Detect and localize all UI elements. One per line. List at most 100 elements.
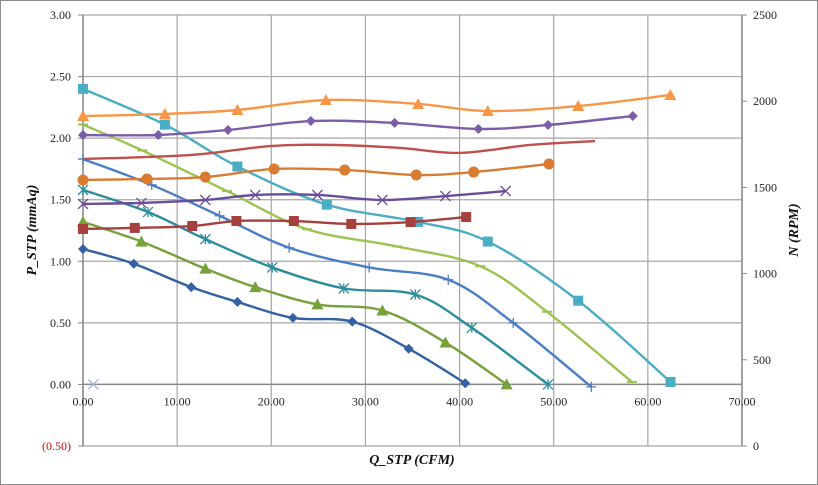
asterisk-marker — [266, 261, 278, 273]
square-marker — [573, 295, 584, 306]
triangle-marker — [376, 304, 389, 316]
x-marker — [77, 198, 89, 210]
asterisk-marker — [466, 322, 478, 334]
triangle-marker — [158, 107, 171, 119]
asterisk-marker — [542, 378, 554, 390]
diamond-marker — [543, 119, 554, 130]
circle-marker — [410, 169, 422, 181]
series-n2 — [77, 185, 512, 210]
triangle-marker — [572, 100, 585, 112]
series-line — [82, 189, 506, 206]
square-marker — [78, 223, 88, 234]
series-p3 — [77, 184, 554, 390]
circle-marker — [339, 164, 351, 176]
y-tick-label: 2.00 — [50, 131, 71, 145]
asterisk-marker — [409, 289, 421, 300]
plus-marker — [508, 317, 519, 328]
series-line — [82, 220, 508, 386]
series-line — [82, 139, 596, 161]
diamond-marker — [128, 258, 139, 269]
x-marker — [376, 194, 388, 206]
x-tick-label: 70.00 — [729, 394, 756, 408]
square-marker — [232, 161, 243, 172]
circle-marker — [468, 166, 480, 178]
asterisk-marker — [77, 184, 89, 196]
diamond-marker — [473, 123, 484, 134]
series-n5 — [78, 111, 638, 140]
x-axis-title: Q_STP (CFM) — [369, 453, 454, 468]
plus-marker — [443, 274, 454, 285]
x-tick-label: 60.00 — [634, 394, 661, 408]
triangle-marker — [664, 88, 677, 100]
series-n6 — [77, 88, 677, 122]
triangle-marker — [311, 298, 324, 310]
diamond-marker — [232, 296, 243, 307]
square-marker — [346, 218, 357, 229]
asterisk-marker — [199, 233, 211, 245]
square-marker — [405, 217, 416, 228]
x-marker — [311, 189, 323, 201]
diamond-marker — [305, 116, 316, 127]
square-marker — [288, 216, 299, 227]
x-marker — [87, 378, 99, 390]
x-marker — [439, 190, 451, 202]
triangle-marker — [412, 97, 425, 109]
plus-marker — [284, 242, 295, 253]
triangle-marker — [500, 378, 513, 390]
series-group — [77, 83, 677, 392]
x-tick-label: 10.00 — [164, 394, 191, 408]
diamond-marker — [403, 343, 414, 354]
plus-marker — [364, 262, 375, 273]
asterisk-marker — [338, 282, 350, 294]
y2-tick-label: 0 — [753, 439, 759, 453]
series-p4 — [78, 154, 597, 392]
plus-marker — [214, 210, 225, 221]
y-tick-label: 0.00 — [50, 377, 71, 391]
triangle-marker — [249, 281, 262, 293]
diamond-marker — [186, 282, 197, 293]
x-marker — [249, 189, 261, 201]
diamond-marker — [78, 129, 88, 140]
circle-marker — [199, 171, 211, 183]
x-tick-label: 40.00 — [446, 394, 473, 408]
y2-tick-label: 2500 — [753, 8, 777, 22]
y-tick-label: (0.50) — [42, 439, 71, 453]
square-marker — [129, 222, 140, 233]
square-marker — [321, 199, 332, 210]
diamond-marker — [78, 243, 88, 254]
circle-marker — [141, 173, 153, 185]
x-marker — [500, 185, 512, 197]
y-tick-label: 2.50 — [50, 70, 71, 84]
square-marker — [231, 216, 242, 227]
diamond-marker — [627, 111, 638, 122]
square-marker — [665, 376, 676, 387]
y2-tick-label: 2000 — [753, 94, 777, 108]
diamond-marker — [389, 117, 400, 128]
square-marker — [482, 236, 493, 247]
x-tick-label: 30.00 — [352, 394, 379, 408]
x-tick-label: 50.00 — [540, 394, 567, 408]
triangle-marker — [135, 235, 148, 247]
square-marker — [187, 221, 198, 232]
triangle-marker — [319, 93, 332, 105]
x-tick-label: 0.00 — [73, 394, 94, 408]
y2-tick-label: 1000 — [753, 267, 777, 281]
triangle-marker — [199, 262, 212, 274]
diamond-marker — [347, 316, 358, 327]
triangle-marker — [439, 336, 452, 348]
y2-tick-label: 500 — [753, 353, 771, 367]
series-n4 — [82, 139, 596, 161]
circle-marker — [543, 158, 555, 170]
y-axis-title: P_STP (mmAq) — [25, 185, 40, 276]
plus-marker — [586, 381, 597, 392]
diamond-marker — [287, 312, 298, 323]
triangle-marker — [481, 105, 494, 117]
series-line — [82, 93, 671, 118]
y-tick-label: 3.00 — [50, 8, 71, 22]
y2-tick-label: 1500 — [753, 180, 777, 194]
diamond-marker — [222, 124, 233, 135]
circle-marker — [268, 163, 280, 175]
circle-marker — [77, 174, 89, 186]
